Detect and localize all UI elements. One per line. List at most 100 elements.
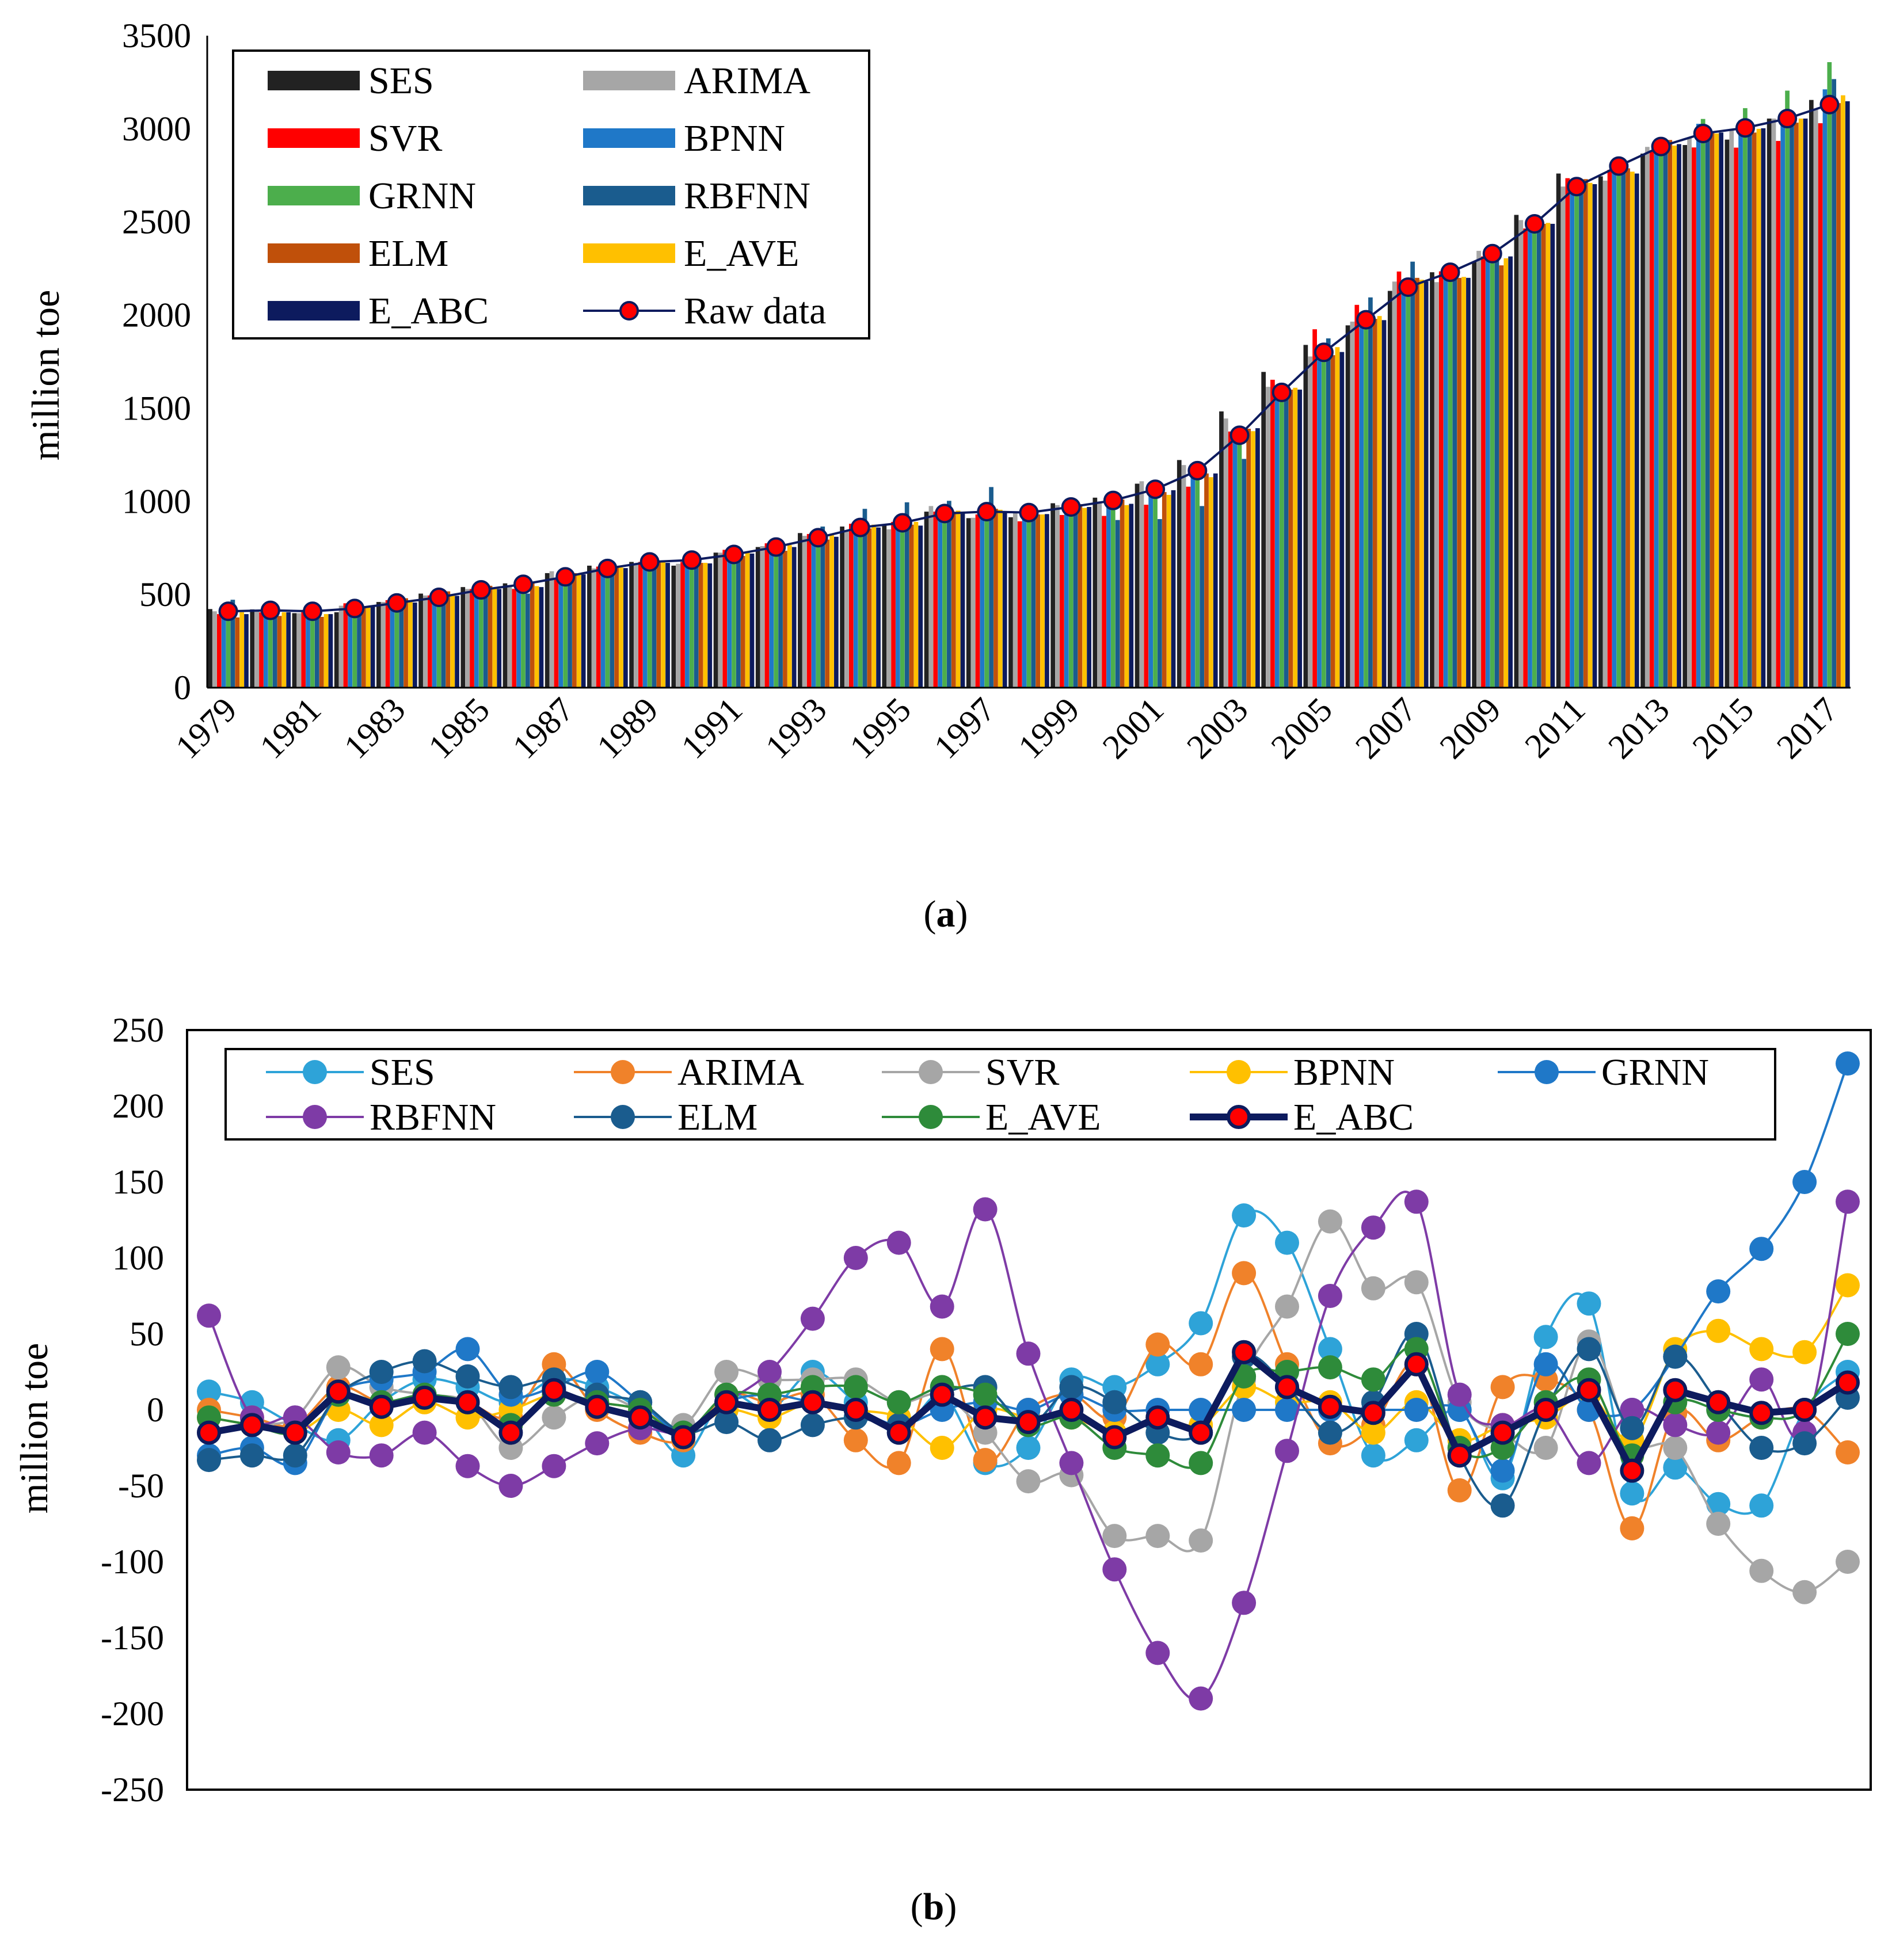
raw-data-point-2010 [1524, 213, 1544, 234]
point-e-abc-2013 [1663, 1378, 1688, 1402]
point-rbfnn-2004 [1275, 1439, 1299, 1463]
bar-rbfnn-1985 [483, 597, 488, 688]
point-e-abc-2014 [1706, 1390, 1731, 1414]
bar-elm-1982 [361, 607, 366, 688]
series-e-abc [197, 1340, 1860, 1483]
bar-ses-2004 [1261, 372, 1266, 688]
bar-bpnn-1980 [264, 612, 268, 688]
raw-data-point-1985 [471, 580, 491, 600]
bar-ses-1980 [250, 609, 255, 688]
legend-swatch-rbfnn [583, 186, 675, 205]
point-ses-2010 [1533, 1325, 1558, 1349]
point-rbfnn-1998 [1016, 1341, 1041, 1366]
point-elm-1980 [239, 1443, 264, 1468]
point-svr-2000 [1102, 1524, 1127, 1549]
bar-bpnn-2014 [1696, 124, 1701, 688]
bar-e-abc-1990 [707, 563, 713, 688]
bar-elm-2006 [1372, 319, 1377, 688]
bar-arima-1979 [212, 611, 217, 688]
bar-bpnn-1982 [348, 608, 353, 688]
bar-svr-1992 [764, 543, 770, 688]
bar-ses-1995 [882, 525, 887, 688]
bar-rbfnn-2000 [1115, 520, 1120, 688]
bar-rbfnn-1982 [357, 613, 361, 688]
bar-bpnn-2003 [1232, 432, 1238, 688]
bar-elm-1992 [783, 551, 787, 688]
panel-b-y-tick-label: -200 [101, 1695, 164, 1733]
bar-rbfnn-2010 [1536, 223, 1541, 688]
point-rbfnn-2013 [1663, 1413, 1688, 1437]
bar-grnn-2012 [1616, 166, 1621, 688]
bar-e-abc-1997 [1002, 512, 1007, 688]
bar-arima-2001 [1139, 481, 1144, 688]
point-e-abc-2010 [1533, 1398, 1558, 1422]
bar-e-ave-1991 [745, 552, 750, 688]
point-bpnn-1983 [369, 1413, 394, 1437]
bar-e-ave-1992 [787, 545, 792, 688]
legend-swatch-svr [268, 128, 360, 148]
raw-data-point-2006 [1356, 310, 1376, 330]
bar-arima-2007 [1392, 281, 1397, 688]
legend-marker-e-ave [919, 1105, 943, 1129]
bar-bpnn-1989 [642, 562, 648, 688]
bar-svr-2001 [1144, 505, 1149, 688]
point-e-ave-2001 [1145, 1443, 1170, 1468]
panel-a-y-tick-label: 2500 [122, 203, 191, 241]
point-grnn-2010 [1533, 1352, 1558, 1376]
legend-swatch-e-ave [583, 243, 675, 263]
panel-b-y-tick-label: 200 [112, 1087, 164, 1125]
bar-e-abc-1985 [497, 589, 502, 688]
bar-grnn-1995 [900, 524, 905, 688]
panel-b-legend: SES ARIMA SVR BPNN GRNN RBFNN ELM E_AVE E_ABC [224, 1048, 1776, 1141]
bar-rbfnn-1984 [441, 600, 446, 688]
bar-rbfnn-2011 [1579, 193, 1583, 688]
point-e-abc-1997 [973, 1405, 998, 1430]
bar-bpnn-2005 [1317, 351, 1322, 688]
point-ses-2007 [1404, 1428, 1429, 1452]
bar-rbfnn-1994 [862, 509, 867, 688]
bar-rbfnn-2002 [1200, 506, 1204, 688]
point-bpnn-2016 [1792, 1340, 1817, 1364]
point-svr-2017 [1836, 1550, 1860, 1574]
series-rbfnn [197, 1189, 1860, 1711]
bar-arima-2014 [1687, 137, 1692, 688]
point-rbfnn-2001 [1145, 1641, 1170, 1665]
point-arima-2002 [1189, 1352, 1213, 1376]
legend-label-grnn: GRNN [368, 175, 476, 217]
point-rbfnn-2003 [1232, 1591, 1257, 1615]
point-rbfnn-2014 [1706, 1420, 1731, 1445]
point-e-abc-1980 [239, 1413, 264, 1437]
point-e-abc-1993 [800, 1390, 825, 1414]
bar-elm-2012 [1625, 168, 1630, 688]
bar-e-ave-2011 [1588, 182, 1593, 688]
point-elm-2012 [1620, 1416, 1644, 1440]
panel-a-y-ticks: 0 500 1000 1500 2000 2500 3000 3500 [122, 17, 191, 707]
bar-elm-2013 [1668, 140, 1673, 688]
point-e-abc-2007 [1404, 1352, 1429, 1376]
point-e-abc-1999 [1059, 1398, 1084, 1422]
bar-rbfnn-1990 [694, 563, 699, 688]
bar-ses-1994 [840, 526, 844, 688]
legend-marker-bpnn [1227, 1060, 1251, 1084]
bar-rbfnn-2001 [1158, 519, 1162, 688]
bar-grnn-1998 [1026, 512, 1031, 688]
bar-grnn-2000 [1110, 500, 1116, 688]
bar-svr-2017 [1818, 123, 1823, 688]
bar-rbfnn-2005 [1326, 338, 1331, 688]
bar-svr-1996 [933, 512, 938, 688]
bar-grnn-1993 [816, 536, 821, 688]
point-svr-2015 [1749, 1558, 1774, 1583]
bar-grnn-1981 [310, 617, 315, 688]
bar-e-ave-2001 [1166, 494, 1171, 688]
bar-e-abc-1981 [328, 614, 333, 688]
bar-e-abc-1982 [370, 606, 375, 688]
bar-e-ave-2000 [1124, 505, 1129, 688]
bar-rbfnn-2014 [1705, 136, 1710, 688]
point-e-ave-2017 [1836, 1322, 1860, 1346]
legend-marker-elm [611, 1105, 635, 1129]
bar-rbfnn-1983 [399, 608, 404, 688]
raw-data-point-1986 [513, 574, 534, 594]
panel-a-x-tick-label: 1999 [1011, 691, 1087, 767]
point-rbfnn-2012 [1620, 1398, 1644, 1422]
point-e-abc-1988 [585, 1394, 610, 1419]
